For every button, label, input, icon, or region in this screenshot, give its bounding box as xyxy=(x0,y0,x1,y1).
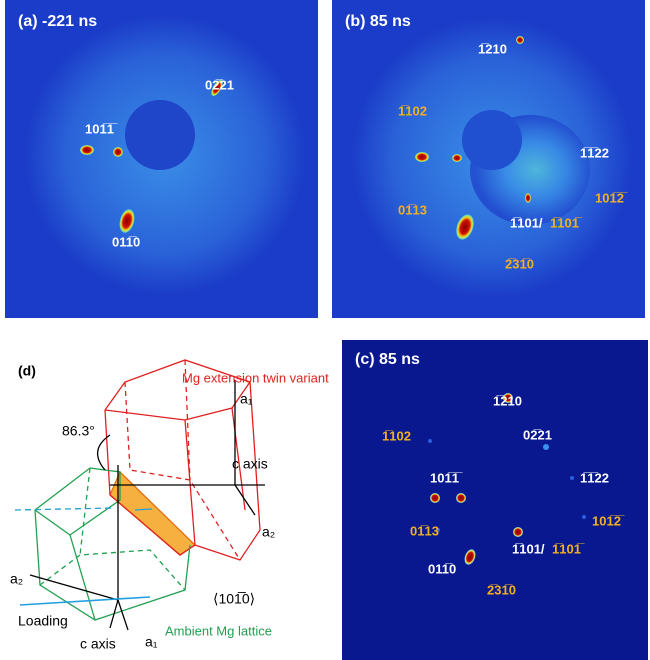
panel-label: (d) xyxy=(18,363,36,379)
axis-label: a₁ xyxy=(240,391,253,407)
loading-arrow xyxy=(20,597,150,605)
axis-label: a₁ xyxy=(145,634,158,650)
spot xyxy=(525,193,531,203)
index-label: 1̅210 xyxy=(493,393,522,408)
index-label: 1̅1̅22 xyxy=(580,470,609,485)
index-label: 01̅13 xyxy=(398,202,427,217)
axis-label: c axis xyxy=(80,636,116,652)
panel-title: (a) -221 ns xyxy=(18,13,97,30)
panel-b: (b) 85 ns 1̅210 1̅102 1̅1̅22 101̅2̅ 01̅1… xyxy=(332,0,645,318)
spot xyxy=(428,439,432,443)
index-label: 1̅101̅ xyxy=(552,541,585,556)
spot xyxy=(570,476,574,480)
panel-c: (c) 85 ns 1̅210 1̅102 02̅21 101̅1̅ 1̅1̅2… xyxy=(342,340,648,660)
index-label: 1̅102 xyxy=(382,428,411,443)
axis-label: a₂ xyxy=(10,571,23,587)
index-label: 1̅101/ xyxy=(510,215,543,230)
spot xyxy=(543,444,549,450)
loading-label: Loading xyxy=(18,613,68,629)
spot xyxy=(456,493,466,503)
spot xyxy=(516,36,524,44)
cyan-line xyxy=(15,508,115,510)
panel-title: (b) 85 ns xyxy=(345,13,411,30)
index-label: 1̅102 xyxy=(398,103,427,118)
direction-label: ⟨101̅0⟩ xyxy=(213,591,255,607)
index-label: 2̅31̅0 xyxy=(487,582,516,597)
index-label: 101̅1̅ xyxy=(430,470,463,485)
index-label: 101̅2̅ xyxy=(592,513,625,528)
index-label: 1̅101̅ xyxy=(550,215,583,230)
spot xyxy=(415,152,429,162)
spot xyxy=(452,154,462,162)
index-label: 1̅101/ xyxy=(512,541,545,556)
spot xyxy=(513,527,523,537)
index-label: 02̅21 xyxy=(205,77,234,92)
spot xyxy=(430,493,440,503)
axis-label: c axis xyxy=(232,456,268,472)
twin-title: Mg extension twin variant xyxy=(182,370,329,385)
hole xyxy=(462,110,522,170)
axis-label: a₂ xyxy=(262,524,275,540)
spot xyxy=(113,147,123,157)
spot xyxy=(80,145,94,155)
ambient-title: Ambient Mg lattice xyxy=(165,623,272,638)
figure: (a) -221 ns 02̅21 101̅1̅ 011̅0 (b) 85 ns… xyxy=(0,0,650,660)
panel-a: (a) -221 ns 02̅21 101̅1̅ 011̅0 xyxy=(5,0,318,318)
index-label: 01̅13 xyxy=(410,523,439,538)
index-label: 2̅31̅0 xyxy=(505,256,534,271)
index-label: 101̅2̅ xyxy=(595,190,628,205)
panel-title: (c) 85 ns xyxy=(355,351,420,368)
image-bg xyxy=(342,340,648,660)
panel-d: (d) Mg extension twin variant 86.3° a₁ c… xyxy=(10,360,329,652)
index-label: 1̅1̅22 xyxy=(580,145,609,160)
angle-label: 86.3° xyxy=(62,423,95,439)
spot xyxy=(582,515,586,519)
index-label: 02̅21 xyxy=(523,427,552,442)
index-label: 101̅1̅ xyxy=(85,121,118,136)
index-label: 011̅0 xyxy=(112,234,140,249)
index-label: 011̅0 xyxy=(428,561,456,576)
index-label: 1̅210 xyxy=(478,41,507,56)
hole xyxy=(125,100,195,170)
